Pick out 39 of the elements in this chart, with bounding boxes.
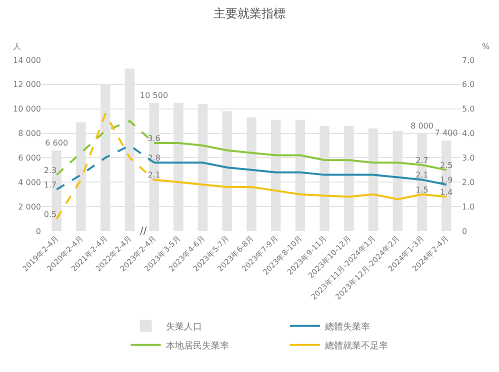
y-tick-label: 10 000	[13, 104, 41, 114]
annotation: //	[140, 226, 148, 237]
y2-tick-label: 4.0	[462, 129, 475, 138]
data-label: 2.5	[440, 160, 453, 170]
data-label: 2.3	[44, 166, 57, 175]
y-tick-label: 2 000	[18, 202, 41, 212]
y-tick-label: 12 000	[13, 80, 41, 90]
data-label: 1.5	[416, 185, 428, 194]
y2-tick-label: 7.0	[462, 56, 475, 65]
y-tick-label: 8 000	[18, 129, 41, 138]
y-tick-label: 4 000	[18, 178, 41, 187]
y2-tick-label: 2.0	[462, 178, 475, 187]
data-label: 8 000	[410, 121, 434, 130]
y-tick-label: 0	[36, 226, 41, 236]
data-label: 0.5	[44, 210, 57, 219]
y-tick-label: 6 000	[18, 154, 41, 163]
data-label: 1.7	[44, 180, 57, 190]
data-label: 10 500	[140, 90, 168, 100]
data-label: 2.1	[148, 170, 160, 180]
y2-tick-label: 5.0	[462, 104, 475, 114]
y2-axis-title: %	[482, 42, 490, 51]
data-label: 2.1	[416, 170, 428, 180]
legend-label: 失業人口	[166, 321, 202, 332]
y-axis-title: 人	[13, 42, 21, 51]
y2-tick-label: 6.0	[462, 80, 475, 90]
y2-tick-label: 3.0	[462, 154, 475, 163]
data-label: 7 400	[434, 128, 458, 138]
data-label: 6 600	[45, 138, 68, 148]
data-label: 1.4	[440, 188, 453, 197]
y2-tick-label: 0	[462, 226, 468, 236]
legend-label: 總體就業不足率	[324, 340, 388, 352]
data-label: 2.7	[416, 156, 428, 166]
chart-title: 主要就業指標	[214, 6, 286, 21]
y-tick-label: 14 000	[13, 56, 41, 65]
data-label: 3.6	[148, 134, 160, 144]
y2-tick-label: 1.0	[462, 202, 475, 212]
legend-label: 總體失業率	[324, 321, 370, 332]
legend-label: 本地居民失業率	[166, 340, 229, 352]
data-label: 1.9	[440, 176, 453, 185]
